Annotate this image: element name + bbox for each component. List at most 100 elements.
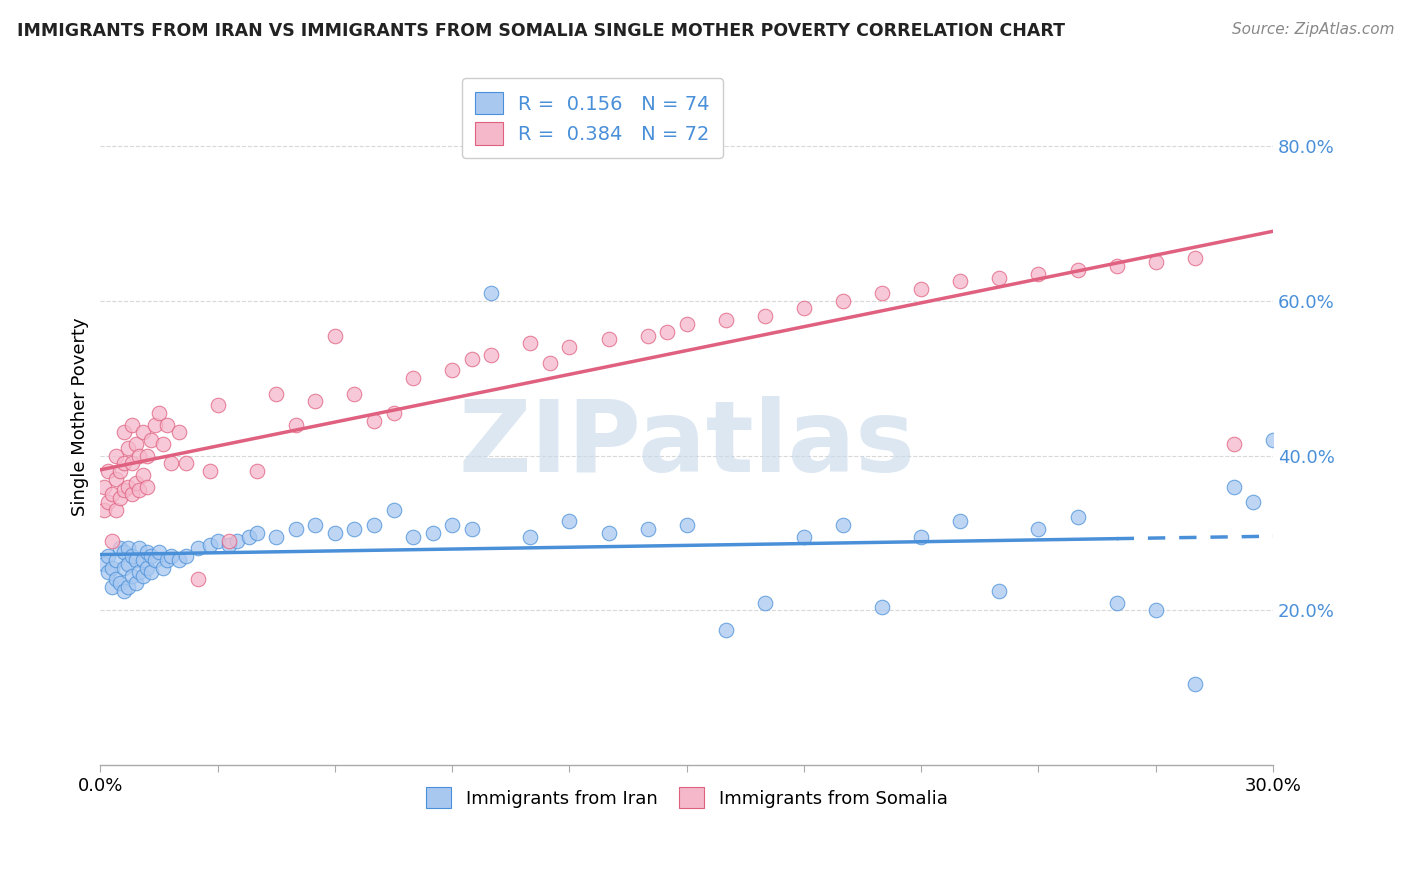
Point	[207, 533, 229, 548]
Point	[132, 568, 155, 582]
Point	[1243, 495, 1265, 509]
Point	[558, 514, 581, 528]
Point	[112, 483, 135, 498]
Point	[422, 526, 444, 541]
Point	[176, 549, 198, 564]
Point	[1184, 251, 1206, 265]
Point	[558, 340, 581, 354]
Point	[101, 580, 124, 594]
Point	[1028, 267, 1050, 281]
Point	[101, 487, 124, 501]
Point	[143, 417, 166, 432]
Point	[754, 596, 776, 610]
Point	[97, 495, 120, 509]
Point	[108, 491, 131, 505]
Point	[121, 549, 143, 564]
Point	[519, 336, 541, 351]
Point	[97, 565, 120, 579]
Point	[97, 464, 120, 478]
Point	[121, 487, 143, 501]
Point	[402, 530, 425, 544]
Point	[870, 599, 893, 614]
Point	[870, 285, 893, 300]
Point	[988, 270, 1011, 285]
Point	[675, 317, 697, 331]
Point	[754, 310, 776, 324]
Point	[128, 483, 150, 498]
Point	[108, 576, 131, 591]
Point	[1066, 262, 1088, 277]
Point	[1223, 437, 1246, 451]
Point	[121, 568, 143, 582]
Point	[304, 518, 326, 533]
Point	[159, 456, 181, 470]
Point	[159, 549, 181, 564]
Point	[441, 518, 464, 533]
Point	[128, 449, 150, 463]
Point	[104, 573, 127, 587]
Point	[93, 479, 115, 493]
Point	[112, 584, 135, 599]
Point	[207, 398, 229, 412]
Point	[1028, 522, 1050, 536]
Point	[264, 530, 287, 544]
Point	[1105, 259, 1128, 273]
Point	[793, 301, 815, 316]
Point	[343, 386, 366, 401]
Point	[304, 394, 326, 409]
Point	[156, 553, 179, 567]
Point	[519, 530, 541, 544]
Point	[246, 464, 269, 478]
Point	[1261, 433, 1284, 447]
Point	[176, 456, 198, 470]
Point	[152, 437, 174, 451]
Point	[264, 386, 287, 401]
Point	[949, 274, 972, 288]
Y-axis label: Single Mother Poverty: Single Mother Poverty	[72, 318, 89, 516]
Point	[218, 533, 240, 548]
Point	[714, 623, 737, 637]
Point	[637, 522, 659, 536]
Point	[132, 425, 155, 440]
Point	[112, 425, 135, 440]
Point	[988, 584, 1011, 599]
Point	[117, 441, 139, 455]
Point	[343, 522, 366, 536]
Point	[382, 502, 405, 516]
Point	[117, 580, 139, 594]
Point	[148, 406, 170, 420]
Point	[104, 502, 127, 516]
Point	[101, 561, 124, 575]
Point	[226, 533, 249, 548]
Point	[136, 545, 159, 559]
Point	[675, 518, 697, 533]
Point	[104, 472, 127, 486]
Text: ZIPatlas: ZIPatlas	[458, 396, 915, 493]
Point	[479, 348, 502, 362]
Point	[402, 371, 425, 385]
Point	[1144, 255, 1167, 269]
Point	[382, 406, 405, 420]
Point	[832, 293, 855, 308]
Point	[121, 417, 143, 432]
Point	[124, 553, 146, 567]
Point	[132, 467, 155, 482]
Point	[128, 565, 150, 579]
Point	[949, 514, 972, 528]
Point	[187, 541, 209, 556]
Legend: Immigrants from Iran, Immigrants from Somalia: Immigrants from Iran, Immigrants from So…	[419, 780, 955, 815]
Point	[124, 475, 146, 490]
Point	[598, 333, 620, 347]
Point	[141, 433, 163, 447]
Point	[143, 553, 166, 567]
Point	[112, 561, 135, 575]
Point	[218, 538, 240, 552]
Point	[714, 313, 737, 327]
Point	[136, 449, 159, 463]
Point	[124, 437, 146, 451]
Point	[1223, 479, 1246, 493]
Point	[637, 328, 659, 343]
Point	[108, 464, 131, 478]
Point	[141, 549, 163, 564]
Point	[1066, 510, 1088, 524]
